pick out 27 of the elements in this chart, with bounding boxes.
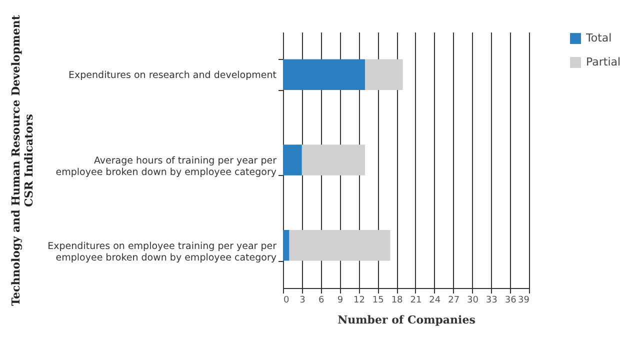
x-tick-label: 18 xyxy=(391,296,404,306)
x-tick-label: 33 xyxy=(486,296,498,306)
x-tick-label: 24 xyxy=(429,296,441,306)
x-tick-label: 6 xyxy=(318,296,324,306)
x-tick-label: 30 xyxy=(467,296,479,306)
y-tick-label: Average hours of training per year per employee broken down by employee category xyxy=(56,156,277,178)
bar xyxy=(365,59,403,90)
x-axis-title: Number of Companies xyxy=(338,314,476,326)
y-tick-label: Expenditures on employee training per year per employee broken down by employee category xyxy=(48,240,277,264)
bar xyxy=(283,59,365,90)
y-axis-title: Technology and Human Resource Development CSR Indicators xyxy=(10,14,36,306)
y-tick-label: Expenditures on research and development xyxy=(68,70,277,82)
x-tick-label: 9 xyxy=(337,296,344,306)
bar xyxy=(283,230,290,261)
x-tick-label: 0 xyxy=(284,296,290,306)
x-tick-label: 15 xyxy=(372,296,384,306)
bar xyxy=(289,230,390,261)
x-tick-label: 36 xyxy=(504,296,517,306)
legend-label: Partial xyxy=(586,56,621,68)
x-tick-label: 3 xyxy=(300,296,306,306)
bar xyxy=(302,144,365,176)
legend-label: Total xyxy=(585,32,612,44)
x-tick-label: 39 xyxy=(518,296,530,306)
x-tick-label: 27 xyxy=(448,296,460,306)
bar xyxy=(283,144,302,176)
x-tick-label: 12 xyxy=(353,296,365,306)
x-tick-label: 21 xyxy=(410,296,422,306)
